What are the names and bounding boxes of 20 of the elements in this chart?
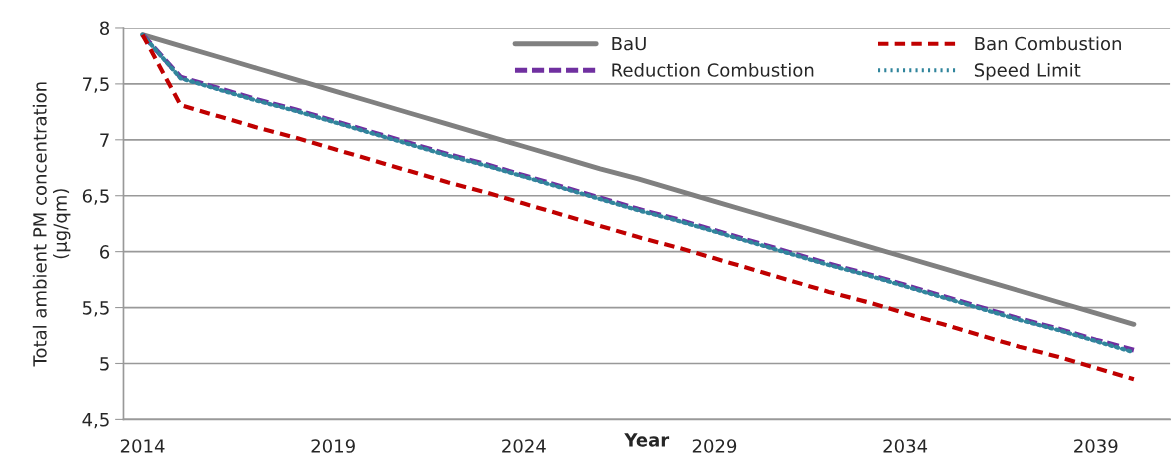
y-tick-label: 7 (100, 133, 109, 147)
legend-label: Ban Combustion (975, 36, 1121, 51)
y-tick-label: 6,5 (82, 189, 109, 205)
x-tick-label: 2014 (120, 439, 165, 453)
x-tick-label: 2034 (883, 439, 928, 453)
y-tick-label: 5 (100, 357, 109, 371)
x-axis-title: Year (624, 433, 670, 447)
legend-label: Speed Limit (974, 62, 1081, 81)
legend-label: BaU (612, 36, 646, 51)
y-tick-label: 5,5 (82, 301, 109, 317)
x-tick-label: 2024 (502, 439, 546, 453)
y-tick-label: 7,5 (83, 77, 109, 93)
y-tick-label: 4,5 (82, 413, 109, 429)
x-tick-label: 2029 (692, 439, 737, 453)
legend-label: Reduction Combustion (612, 62, 814, 77)
x-tick-label: 2019 (311, 439, 355, 453)
y-tick-label: 6 (100, 245, 110, 259)
y-axis-title: Total ambient PM concentration (µg/qm) (32, 82, 71, 367)
x-tick-label: 2039 (1074, 439, 1118, 453)
y-tick-label: 8 (100, 21, 110, 36)
